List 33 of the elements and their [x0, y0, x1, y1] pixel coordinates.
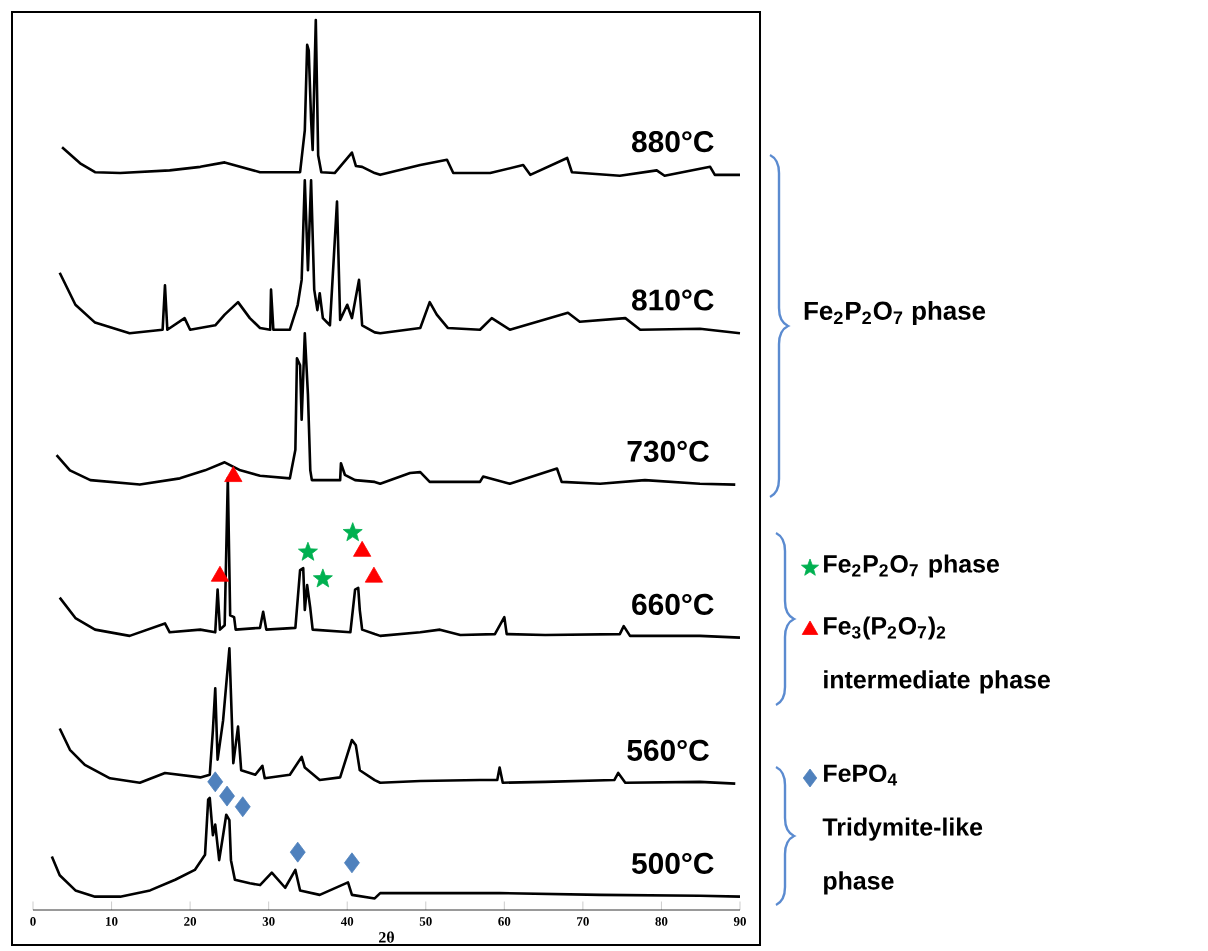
point [219, 785, 235, 807]
point [210, 565, 230, 582]
series-label: 500°C [631, 852, 714, 874]
legend-label: Fe$_{2}$P$_{2}$O$_{7}$ phase [824, 554, 999, 578]
series-label: 560°C [627, 739, 709, 761]
x-tick-label: 30 [262, 917, 275, 926]
point [342, 522, 363, 542]
point [364, 566, 383, 583]
point [234, 796, 251, 818]
point [344, 852, 360, 874]
x-tick-label: 90 [733, 917, 746, 926]
x-tick-label: 70 [577, 917, 589, 926]
x-axis-title: 2θ [379, 931, 394, 943]
x-tick-label: 80 [655, 917, 668, 926]
series-label: 660°C [632, 593, 714, 615]
x-tick-label: 0 [30, 917, 36, 926]
text: FePO$_{4}$ Tridymite-like phase [822, 764, 983, 895]
series-label: 810°C [631, 289, 714, 311]
series-label: 880°C [631, 131, 714, 153]
point [224, 466, 243, 482]
point [353, 540, 372, 557]
point [289, 841, 306, 863]
x-tick-label: 10 [106, 917, 118, 926]
point [312, 568, 333, 588]
x-tick-label: 20 [184, 917, 197, 926]
point [207, 771, 224, 793]
text: Fe$_{2}$P$_{2}$O$_{7}$ phase [804, 300, 986, 326]
x-tick-label: 50 [419, 917, 432, 926]
text: Fe$_{3}$(P$_{2}$O$_{7}$)$_{2}$ intermediate phase [824, 616, 1050, 694]
series-label: 730°C [627, 440, 709, 462]
x-tick-label: 40 [340, 917, 354, 926]
x-tick-label: 60 [498, 917, 511, 926]
point [298, 541, 318, 561]
